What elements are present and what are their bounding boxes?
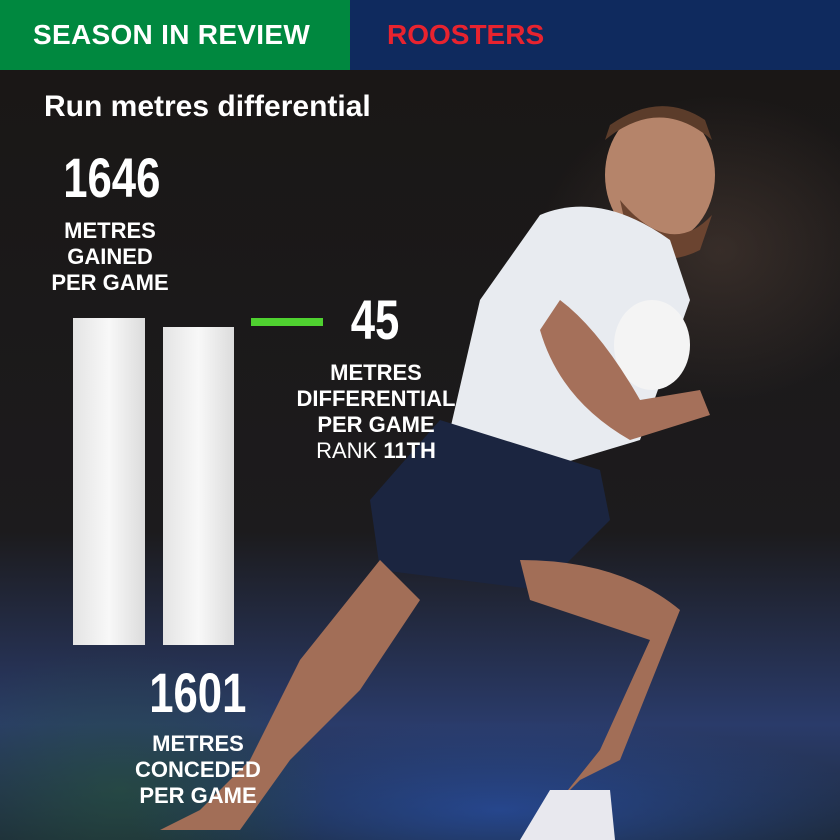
bar-metres-gained bbox=[73, 318, 145, 645]
label-line: PER GAME bbox=[317, 412, 435, 437]
differential-value: 45 bbox=[350, 288, 400, 351]
label-line: METRES bbox=[330, 360, 422, 385]
label-line: PER GAME bbox=[51, 270, 169, 295]
label-line: CONCEDED bbox=[135, 757, 261, 782]
label-line: PER GAME bbox=[139, 783, 257, 808]
label-line: DIFFERENTIAL bbox=[296, 386, 456, 411]
bar-metres-conceded bbox=[163, 326, 234, 645]
banner-title: SEASON IN REVIEW bbox=[33, 19, 311, 50]
label-line: METRES bbox=[64, 218, 156, 243]
differential-label: METRES DIFFERENTIAL PER GAME RANK 11TH bbox=[266, 360, 486, 464]
chart-title: Run metres differential bbox=[44, 90, 371, 123]
rank-line: RANK 11TH bbox=[266, 438, 486, 464]
season-in-review-banner: SEASON IN REVIEW bbox=[0, 0, 350, 70]
gained-label: METRES GAINED PER GAME bbox=[20, 218, 200, 296]
team-name: ROOSTERS bbox=[387, 19, 545, 50]
conceded-value: 1601 bbox=[149, 661, 247, 724]
differential-accent-line bbox=[251, 318, 323, 326]
rank-label: RANK bbox=[316, 438, 378, 463]
header-banner: SEASON IN REVIEW ROOSTERS bbox=[0, 0, 840, 70]
conceded-label: METRES CONCEDED PER GAME bbox=[108, 731, 288, 809]
gained-value: 1646 bbox=[63, 146, 161, 209]
label-line: GAINED bbox=[67, 244, 153, 269]
team-banner: ROOSTERS bbox=[350, 0, 840, 70]
label-line: METRES bbox=[152, 731, 244, 756]
rank-value: 11TH bbox=[383, 438, 436, 463]
